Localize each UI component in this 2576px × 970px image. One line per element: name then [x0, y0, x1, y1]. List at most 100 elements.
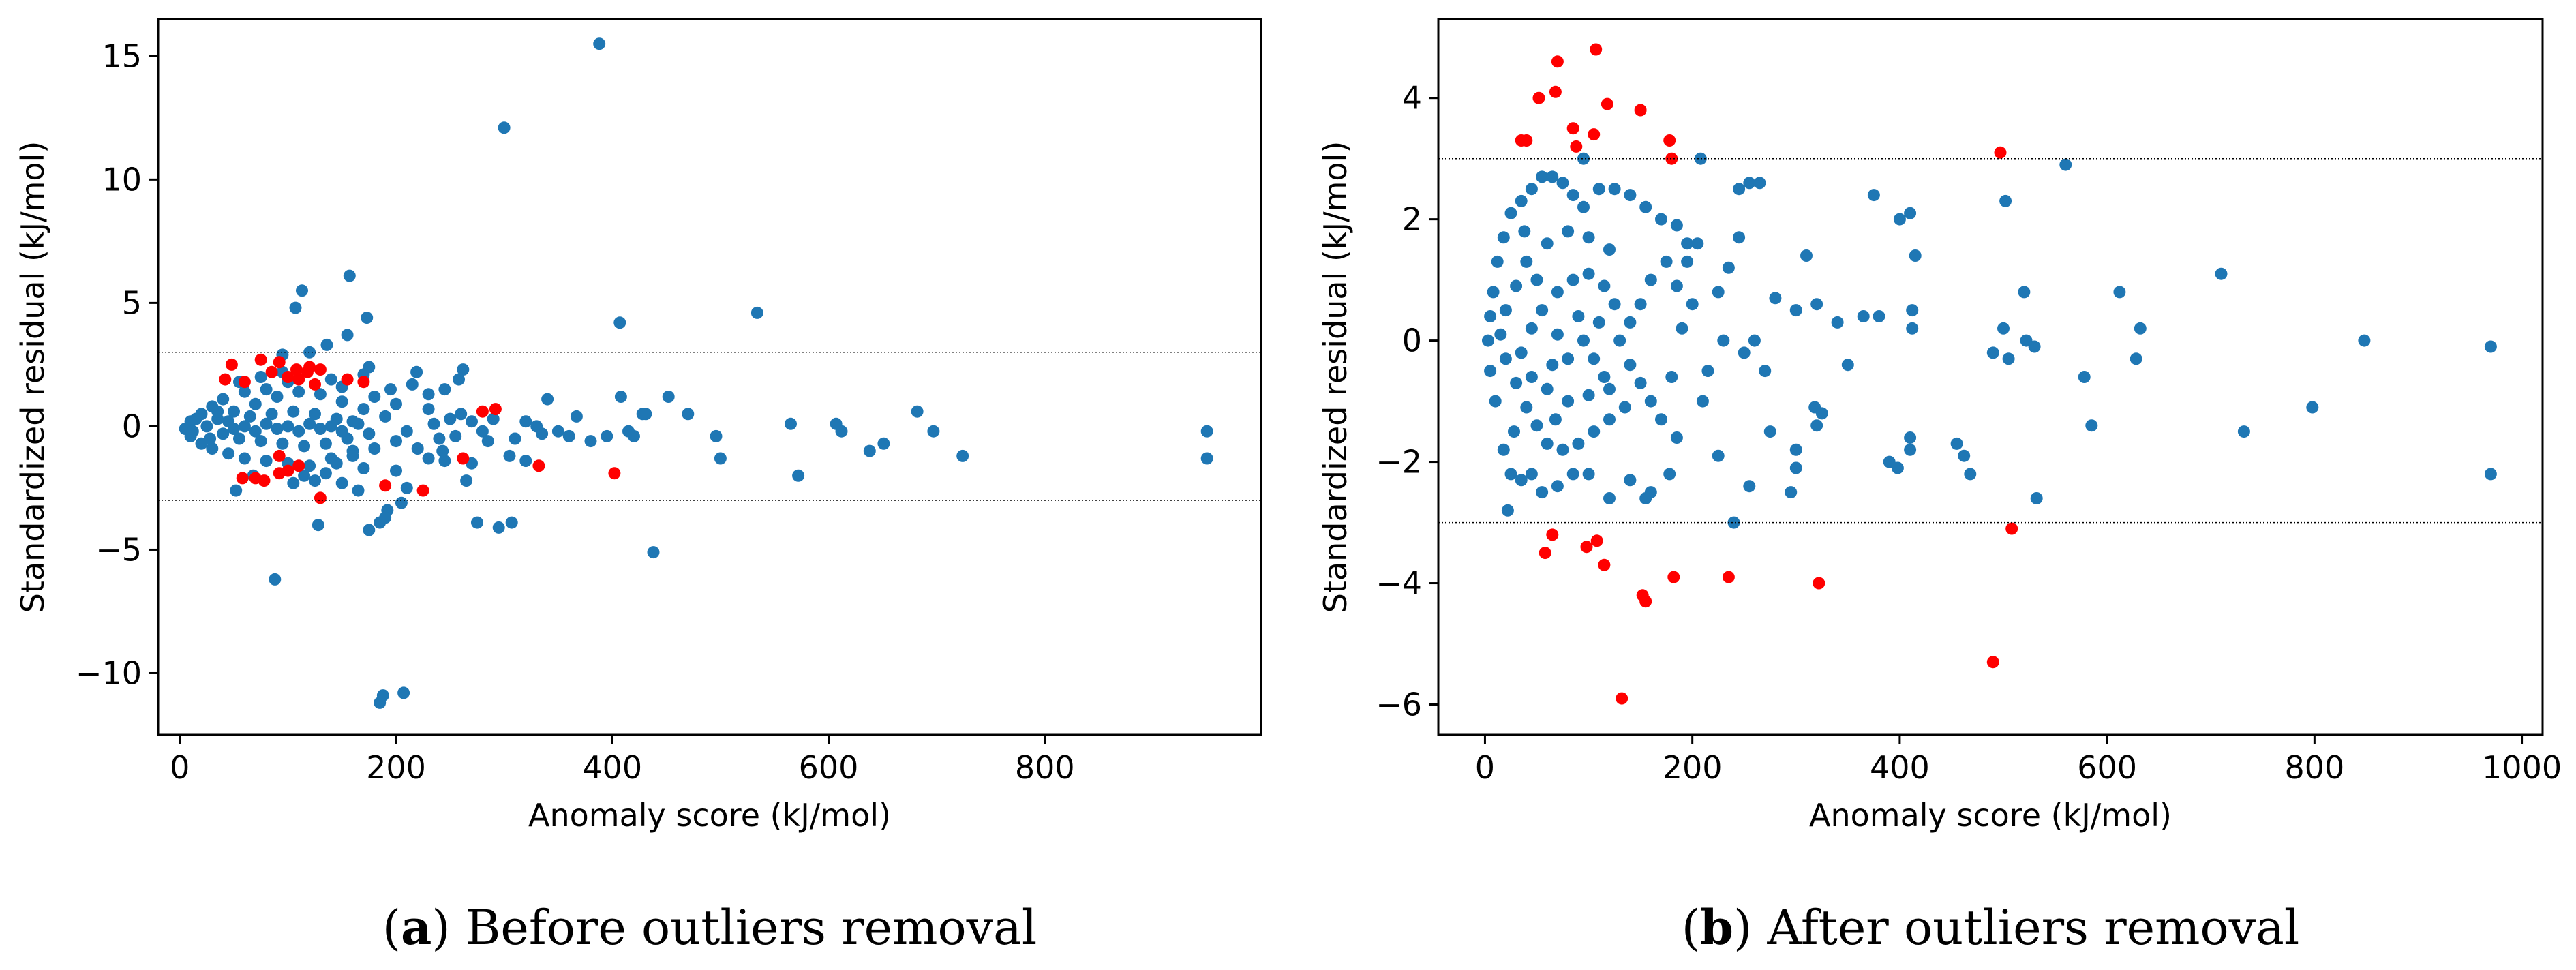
panel-a-outliers-point-13	[238, 376, 251, 389]
panel-a-inliers-point-13	[363, 361, 376, 374]
panel-b-outliers-point-25	[1986, 656, 1999, 669]
panel-a-inliers-point-123	[309, 408, 321, 421]
panel-b-inliers-point-146	[1598, 279, 1611, 292]
panel-a-inliers-point-117	[298, 440, 311, 453]
panel-b-inliers-point-17	[2113, 286, 2126, 299]
panel-a-inliers-point-159	[319, 467, 332, 480]
panel-a-inliers-point-97	[303, 459, 316, 472]
panel-b-inliers-point-124	[1494, 328, 1507, 341]
panel-a-inliers-point-30	[835, 425, 848, 438]
panel-b-inliers-point-86	[1487, 286, 1500, 299]
panel-b-outliers-point-7	[1588, 128, 1601, 141]
panel-b-inliers-point-1	[1694, 152, 1707, 165]
panel-b-inliers-point-29	[2130, 352, 2142, 365]
panel-a-inliers-point-153	[601, 429, 613, 442]
panel-a-inliers-point-40	[639, 408, 652, 421]
panel-b-inliers-point-33	[2030, 492, 2043, 504]
panel-b-inliers-point-38	[1904, 443, 1917, 456]
panel-b-inliers-point-37	[1904, 431, 1917, 444]
panel-b-threshold-lines	[1438, 157, 2543, 524]
panel-b-inliers-point-115	[1686, 298, 1699, 311]
panel-b-inliers-point-103	[1681, 237, 1694, 250]
panel-b-outliers-point-9	[1520, 134, 1533, 147]
panel-b-inliers-point-137	[1562, 395, 1575, 408]
panel-b-inliers-point-83	[1484, 365, 1497, 378]
panel-a-inliers-point-9	[341, 329, 354, 342]
panel-a-inliers-point-32	[877, 437, 890, 450]
panel-b-inliers-point-126	[1510, 376, 1523, 389]
panel-b-inliers-point-76	[1536, 486, 1549, 499]
panel-a-inliers-point-3	[296, 284, 308, 297]
panel-b-inliers-point-94	[1556, 177, 1569, 190]
panel-a-inliers-point-5	[361, 312, 374, 324]
panel-b-inliers-point-130	[1556, 443, 1569, 456]
panel-a-inliers-point-109	[249, 397, 262, 410]
panel-b-outliers-point-22	[1813, 577, 1825, 590]
panel-a-inliers-point-152	[584, 435, 597, 448]
panel-a-inliers-point-17	[406, 378, 419, 391]
panel-b-inliers-point-27	[2078, 371, 2091, 383]
panel-b-inliers-point-43	[1810, 419, 1823, 432]
panel-b-inliers-point-79	[1504, 468, 1517, 481]
panel-a-inliers-point-151	[562, 429, 575, 442]
panel-b-y-tick-label--2: −2	[1376, 444, 1422, 481]
panel-a-inliers-point-14	[410, 365, 423, 378]
panel-b-inliers-point-123	[1499, 304, 1512, 317]
panel-b-inliers-point-19	[2215, 267, 2228, 280]
panel-a-x-ticks: 0 200 400 600 800	[170, 735, 1075, 786]
panel-a-inliers-point-60	[269, 573, 282, 586]
panel-b-inliers-point-20	[2358, 334, 2371, 347]
panel-a-inliers-point-103	[379, 410, 392, 423]
panel-b-inliers-point-154	[1588, 352, 1601, 365]
panel-b-inliers-point-40	[1883, 455, 1896, 468]
panel-b-x-ticks: 0 200 400 600 800 1000	[1475, 735, 2562, 786]
panel-a-inliers-point-149	[509, 432, 521, 445]
panel-a-inliers-point-95	[260, 455, 273, 468]
panel-a-inliers-point-77	[455, 408, 468, 421]
panel-b-inliers-point-93	[1546, 170, 1559, 183]
panel-b-inliers-point-133	[1603, 413, 1616, 426]
panel-b-outliers-point-12	[1665, 152, 1678, 165]
panel-a-inliers-point-33	[911, 405, 924, 418]
panel-b-outliers-point-10	[1663, 134, 1676, 147]
panel-a-caption: (a) Before outliers removal	[382, 899, 1037, 956]
panel-a-inliers-point-46	[471, 516, 483, 529]
panel-a-inliers-point-142	[190, 412, 202, 425]
panel-b-inliers-point-142	[1536, 304, 1549, 317]
panel-b-inliers-point-8	[1753, 177, 1766, 190]
panel-b-inliers-point-91	[1525, 183, 1538, 196]
panel-b-inliers-point-134	[1618, 401, 1631, 414]
panel-a-x-tick-label-400: 400	[582, 749, 642, 786]
panel-a-inliers-point-146	[449, 429, 462, 442]
panel-b-inliers-point-54	[1789, 304, 1802, 317]
panel-a-outliers-point-19	[608, 467, 621, 480]
panel-a-inliers-point-16	[453, 373, 465, 386]
panel-a-inliers-point-154	[622, 425, 635, 438]
panel-b-inliers-point-52	[1841, 359, 1854, 372]
panel-a-inliers-point-138	[335, 425, 348, 438]
panel-a-inliers-point-38	[647, 546, 660, 559]
panel-b-inliers-point-99	[1624, 189, 1637, 202]
panel-b-inliers-point-97	[1592, 183, 1605, 196]
panel-b-inliers-point-105	[1644, 273, 1657, 286]
panel-b-inliers-point-7	[1743, 177, 1756, 190]
panel-a-outliers-point-8	[341, 373, 354, 386]
panel-a-inliers-point-15	[457, 363, 470, 376]
panel-b-inliers-point-104	[1660, 255, 1673, 268]
panel-a-inliers-point-0	[593, 37, 606, 50]
panel-a-inliers-point-20	[570, 410, 583, 423]
panel-b-inliers-point-32	[2484, 468, 2497, 481]
panel-b-inliers-point-150	[1562, 352, 1575, 365]
panel-b-inliers-point-2	[1577, 152, 1590, 165]
panel-a-inliers-point-72	[411, 442, 424, 455]
panel-a-inliers-point-31	[863, 444, 876, 457]
panel-a-inliers-point-81	[324, 373, 337, 386]
panel-a-outliers-point-9	[357, 376, 370, 389]
panel-b-inliers-point-15	[1906, 322, 1919, 335]
panel-a-outliers-point-4	[301, 365, 314, 378]
panel-b-inliers-point-47	[1727, 516, 1740, 529]
panel-a-inliers-point-76	[422, 403, 435, 416]
panel-b-inliers-point-68	[1663, 468, 1676, 481]
panel-a-inliers-point-133	[346, 415, 359, 428]
panel-b-inliers-point-140	[1515, 346, 1528, 359]
